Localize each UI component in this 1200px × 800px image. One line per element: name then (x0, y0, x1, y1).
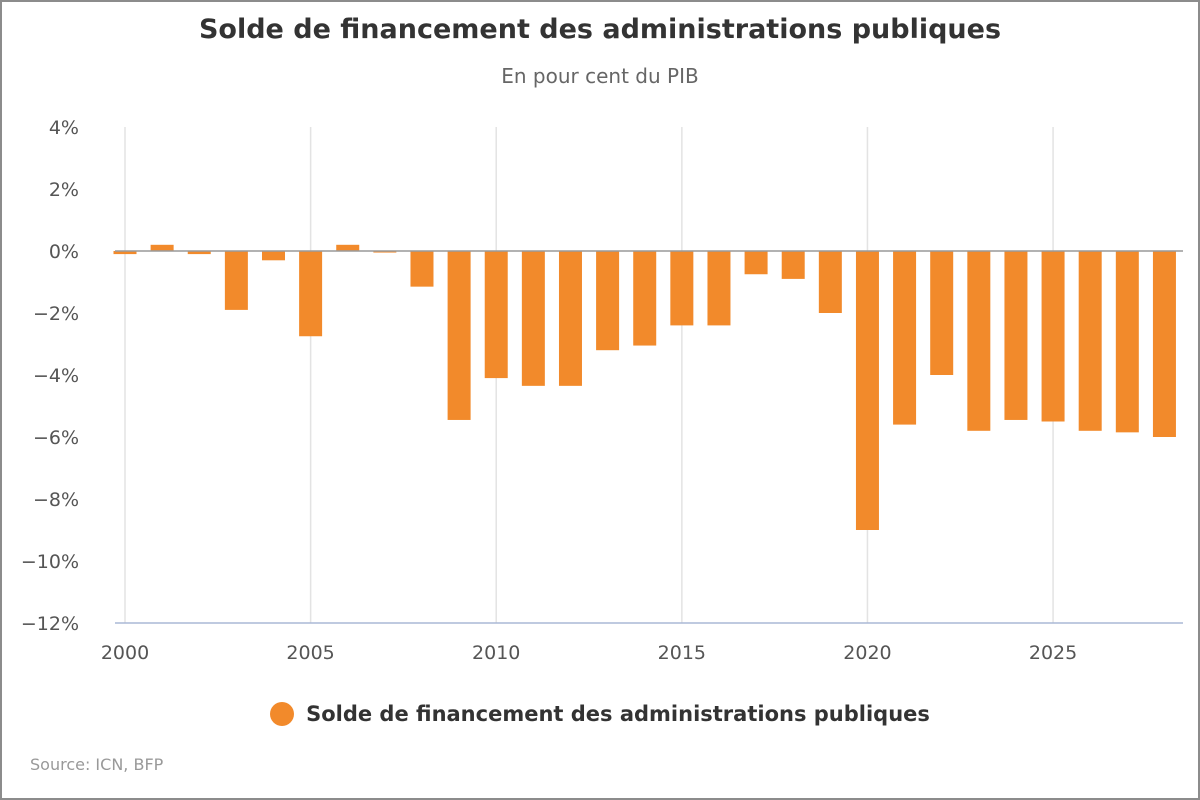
y-tick-label: −8% (33, 489, 79, 511)
chart-title: Solde de financement des administrations… (198, 14, 1002, 45)
bar[interactable] (224, 251, 248, 310)
bar[interactable] (558, 251, 582, 386)
y-tick-label: −12% (21, 613, 79, 635)
bar[interactable] (150, 244, 174, 251)
legend-label: Solde de financement des administrations… (306, 702, 930, 726)
y-tick-label: −2% (33, 303, 79, 325)
y-tick-label: −10% (21, 551, 79, 573)
bar[interactable] (707, 251, 731, 326)
bar[interactable] (670, 251, 694, 326)
y-tick-label: 2% (49, 179, 79, 201)
x-tick-label: 2010 (472, 642, 520, 664)
bar[interactable] (521, 251, 545, 386)
bar[interactable] (893, 251, 917, 425)
y-axis-tick-labels: 4% 2% 0% −2% −4% −6% −8% −10% −12% (21, 117, 79, 635)
x-tick-label: 2025 (1029, 642, 1077, 664)
bar[interactable] (855, 251, 879, 530)
bar[interactable] (930, 251, 954, 375)
x-tick-label: 2015 (658, 642, 706, 664)
bar[interactable] (484, 251, 508, 379)
x-tick-label: 2005 (286, 642, 334, 664)
bar[interactable] (447, 251, 471, 420)
bar[interactable] (967, 251, 991, 431)
bar[interactable] (261, 251, 285, 261)
bar[interactable] (336, 244, 360, 251)
source-note: Source: ICN, BFP (30, 755, 164, 774)
chart-subtitle: En pour cent du PIB (501, 64, 699, 88)
bar[interactable] (299, 251, 323, 337)
bar[interactable] (596, 251, 620, 351)
bar[interactable] (781, 251, 805, 279)
bar[interactable] (1004, 251, 1028, 420)
bar-series (113, 244, 1176, 530)
x-tick-label: 2000 (101, 642, 149, 664)
bar[interactable] (818, 251, 842, 313)
y-tick-label: 0% (49, 241, 79, 263)
y-tick-label: −4% (33, 365, 79, 387)
y-tick-label: 4% (49, 117, 79, 139)
bar[interactable] (410, 251, 434, 287)
x-axis-tick-labels: 2000 2005 2010 2015 2020 2025 (101, 642, 1077, 664)
y-tick-label: −6% (33, 427, 79, 449)
bar[interactable] (1152, 251, 1176, 437)
bar[interactable] (1115, 251, 1139, 433)
x-tick-label: 2020 (843, 642, 891, 664)
legend[interactable]: Solde de financement des administrations… (2, 702, 1198, 726)
bar[interactable] (187, 251, 211, 255)
axes (115, 250, 1183, 624)
bar[interactable] (1041, 251, 1065, 422)
bar[interactable] (1078, 251, 1102, 431)
bar[interactable] (633, 251, 657, 346)
bar[interactable] (744, 251, 768, 275)
bar[interactable] (113, 251, 137, 255)
bar[interactable] (373, 251, 397, 253)
legend-marker-icon (270, 702, 295, 726)
